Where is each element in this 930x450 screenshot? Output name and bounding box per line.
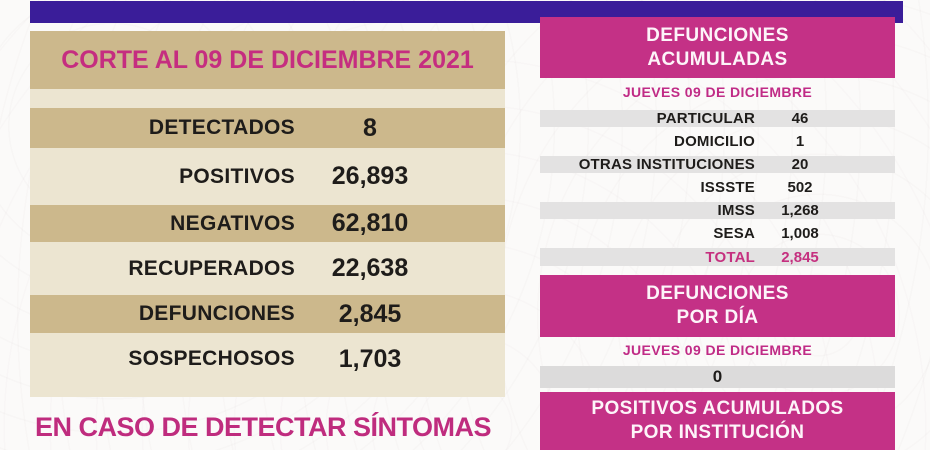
table-row-particular: PARTICULAR 46 xyxy=(540,110,895,127)
summary-table: DETECTADOS 8 POSITIVOS 26,893 NEGATIVOS … xyxy=(30,89,505,397)
institution-label: PARTICULAR xyxy=(656,110,755,127)
institution-label: SESA xyxy=(713,225,755,242)
stat-label: SOSPECHOSOS xyxy=(128,347,295,370)
institution-label: DOMICILIO xyxy=(674,133,755,150)
header-line: DEFUNCIONES xyxy=(646,24,789,46)
institution-value: 502 xyxy=(787,179,813,196)
institution-value: 1,268 xyxy=(781,202,819,219)
date-label: JUEVES 09 DE DICIEMBRE xyxy=(622,342,813,358)
stat-value: 26,893 xyxy=(331,162,409,190)
stat-value: 8 xyxy=(363,113,377,142)
table-row-domicilio: DOMICILIO 1 xyxy=(540,127,895,156)
report-title: CORTE AL 09 DE DICIEMBRE 2021 xyxy=(30,31,505,89)
section-header-positivos-acumulados: POSITIVOS ACUMULADOS POR INSTITUCIÓN xyxy=(540,392,895,450)
table-row-otras-instituciones: OTRAS INSTITUCIONES 20 xyxy=(540,156,895,173)
institution-value: 46 xyxy=(791,110,809,127)
summary-row-positivos: POSITIVOS 26,893 xyxy=(30,148,505,205)
stat-value: 62,810 xyxy=(331,209,409,237)
table-row-sesa: SESA 1,008 xyxy=(540,219,895,248)
institution-value: 20 xyxy=(791,156,809,173)
stat-label: RECUPERADOS xyxy=(128,256,295,280)
institution-label: OTRAS INSTITUCIONES xyxy=(578,156,755,173)
header-line: ACUMULADAS xyxy=(647,48,788,70)
stat-value: 22,638 xyxy=(331,254,409,282)
table-row-imss: IMSS 1,268 xyxy=(540,202,895,219)
summary-panel: CORTE AL 09 DE DICIEMBRE 2021 DETECTADOS… xyxy=(30,31,505,397)
date-label: JUEVES 09 DE DICIEMBRE xyxy=(622,84,813,100)
summary-row-negativos: NEGATIVOS 62,810 xyxy=(30,205,505,242)
institution-value: 1 xyxy=(795,133,805,150)
total-label: TOTAL xyxy=(705,248,755,266)
summary-row-recuperados: RECUPERADOS 22,638 xyxy=(30,242,505,295)
institution-label: ISSSTE xyxy=(700,179,755,196)
header-line: POSITIVOS ACUMULADOS xyxy=(591,398,844,420)
header-line: POR INSTITUCIÓN xyxy=(630,422,805,443)
header-line: POR DÍA xyxy=(676,307,759,328)
stat-label: DEFUNCIONES xyxy=(138,302,295,325)
institution-label: IMSS xyxy=(717,202,755,219)
stat-label: DETECTADOS xyxy=(148,116,295,139)
table-row-issste: ISSSTE 502 xyxy=(540,173,895,202)
deaths-per-day-value: 0 xyxy=(540,366,895,388)
deaths-by-institution-table: PARTICULAR 46 DOMICILIO 1 OTRAS INSTITUC… xyxy=(540,110,895,266)
stat-label: NEGATIVOS xyxy=(170,211,295,235)
header-line: DEFUNCIONES xyxy=(646,283,789,305)
stat-label: POSITIVOS xyxy=(179,164,295,188)
institution-value: 1,008 xyxy=(781,225,819,242)
table-row-total: TOTAL 2,845 xyxy=(540,248,895,266)
section-header-defunciones-por-dia: DEFUNCIONES POR DÍA xyxy=(540,275,895,337)
stat-value: 1,703 xyxy=(338,344,402,373)
symptoms-notice: EN CASO DE DETECTAR SÍNTOMAS xyxy=(35,412,492,442)
institutions-panel: DEFUNCIONES ACUMULADAS JUEVES 09 DE DICI… xyxy=(540,0,895,450)
stat-value: 2,845 xyxy=(338,299,402,328)
section-header-defunciones-acumuladas: DEFUNCIONES ACUMULADAS xyxy=(540,17,895,78)
summary-row-detectados: DETECTADOS 8 xyxy=(30,108,505,148)
total-value: 2,845 xyxy=(781,248,819,266)
summary-row-defunciones: DEFUNCIONES 2,845 xyxy=(30,295,505,333)
summary-row-sospechosos: SOSPECHOSOS 1,703 xyxy=(30,333,505,385)
